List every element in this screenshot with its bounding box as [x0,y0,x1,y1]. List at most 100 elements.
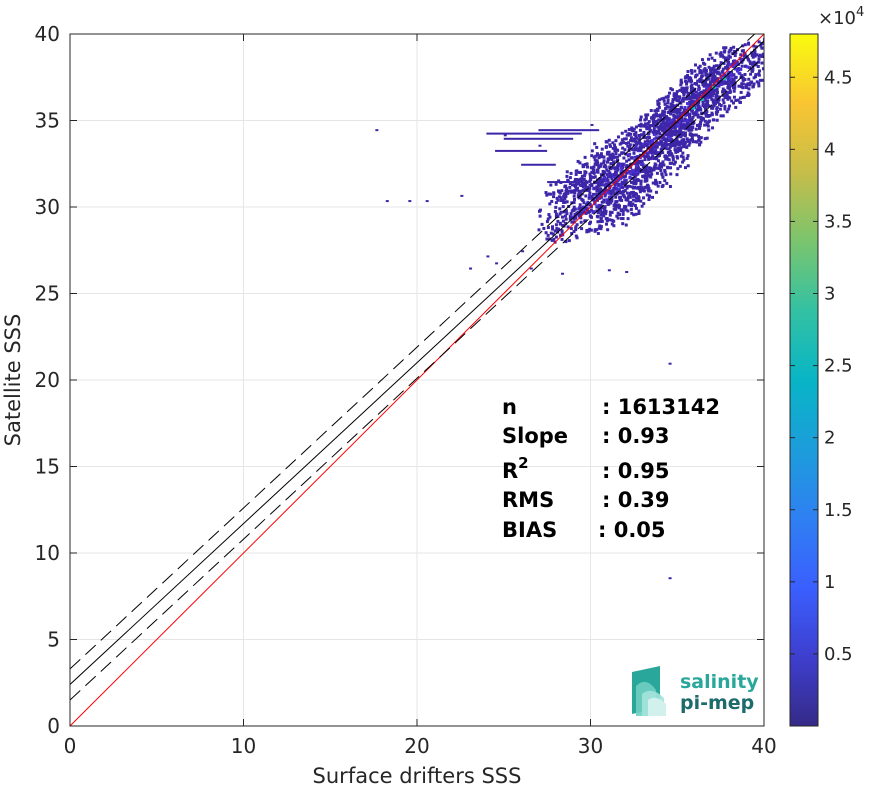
density-cell-188 [606,202,610,206]
density-cell-786 [595,195,599,199]
density-cell-2148 [731,65,735,69]
density-cell-2210 [753,52,757,56]
density-cell-893 [616,148,620,152]
density-cell-106 [540,222,544,226]
density-cell-599 [595,185,599,189]
density-cell-566 [658,180,662,184]
density-cell-92 [562,210,566,214]
density-cell-1594 [667,131,671,135]
density-cell-2140 [729,80,733,84]
colorbar-ticks: 0.5 1 1.5 2 2.5 3 3.5 4 4.5 [790,67,853,665]
density-cell-859 [639,179,643,183]
density-cell-779 [660,185,664,189]
density-cell-2278 [385,200,389,203]
density-cell-389 [555,227,559,231]
density-cell-1986 [727,70,731,74]
density-cell-1497 [673,129,677,133]
density-cell-1798 [704,113,708,117]
density-cell-427 [624,208,628,212]
density-cell-720 [621,193,625,197]
density-cell-1291 [673,144,677,148]
density-cell-398 [569,212,573,216]
density-cell-594 [643,179,647,183]
density-cell-2010 [714,84,718,88]
density-cell-278 [614,207,618,211]
density-cell-155 [549,231,553,235]
density-cell-388 [602,214,606,218]
logo-line1: salinity [680,671,759,693]
density-cell-558 [578,195,582,199]
density-cell-2145 [722,61,726,65]
density-cell-2000 [726,57,730,61]
density-cell-801 [608,173,612,177]
density-cell-838 [594,181,598,185]
density-cell-2014 [700,71,704,75]
density-cell-860 [599,180,603,184]
density-cell-719 [669,166,673,170]
density-cell-1132 [634,168,638,172]
density-cell-1990 [695,98,699,102]
density-cell-1100 [675,155,679,159]
density-cell-1457 [651,118,655,122]
density-cell-1261 [630,128,634,132]
density-cell-362 [576,193,580,197]
density-cell-1387 [699,136,703,140]
density-cell-2174 [714,51,718,55]
density-cell-262 [595,228,599,232]
density-cell-1034 [633,137,637,141]
density-cell-2049 [745,94,749,98]
density-cell-739 [647,155,651,159]
density-cell-2177 [765,69,768,72]
density-cell-1155 [658,164,662,168]
density-cell-1103 [620,138,624,142]
density-cell-959 [616,163,620,167]
colorbar-tick-label-0: 0.5 [824,644,853,665]
density-cell-869 [621,186,625,190]
density-cell-393 [561,198,565,202]
density-cell-2255 [754,45,758,49]
density-cell-721 [641,154,645,158]
density-cell-1208 [644,124,648,128]
density-cell-829 [592,168,596,172]
density-cell-1442 [688,102,692,106]
density-cell-1380 [653,109,657,113]
density-cell-104 [592,210,596,214]
density-cell-16 [550,225,554,229]
density-cell-1822 [680,81,684,85]
density-cell-1633 [686,127,690,131]
density-cell-568 [584,194,588,198]
density-cell-823 [651,181,655,185]
density-cell-611 [631,186,635,190]
density-cell-2005 [689,84,693,88]
density-cell-1773 [714,111,718,115]
density-cell-1421 [703,137,707,141]
density-cell-1038 [621,162,625,166]
density-cell-2007 [704,89,708,93]
density-cell-1608 [678,96,682,100]
density-cell-1600 [679,135,683,139]
colorbar-tick-label-6: 3.5 [824,211,853,232]
density-cell-1797 [687,94,691,98]
density-cell-783 [633,193,637,197]
density-cell-2013 [697,104,701,108]
density-cell-1292 [667,135,671,139]
density-cell-39 [596,215,600,219]
density-cell-424 [638,168,642,172]
density-cell-1051 [611,156,615,160]
density-cell-358 [556,219,560,223]
density-cell-1215 [666,157,670,161]
density-cell-1882 [698,106,702,110]
density-cell-688 [648,173,652,177]
density-cell-1499 [659,139,663,143]
density-cell-265 [561,205,565,209]
density-cell-78 [567,239,571,243]
density-cell-257 [585,206,589,210]
density-cell-1392 [686,139,690,143]
density-cell-333 [633,191,637,195]
density-cell-2288 [607,269,611,272]
density-cell-1895 [718,102,722,106]
density-cell-2061 [751,55,755,59]
density-cell-2298 [722,77,727,81]
density-cell-123 [554,235,558,239]
density-cell-1864 [738,100,742,104]
